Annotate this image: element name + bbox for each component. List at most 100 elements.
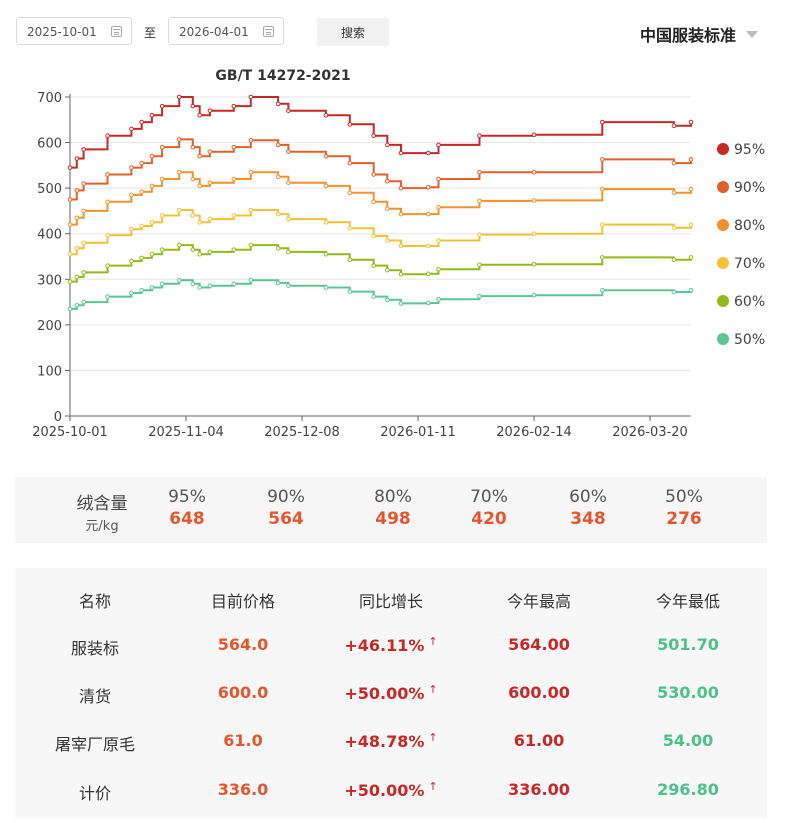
data-point[interactable]	[207, 108, 213, 113]
data-point[interactable]	[371, 294, 376, 299]
data-point[interactable]	[149, 112, 155, 118]
data-point[interactable]	[190, 176, 196, 182]
data-point[interactable]	[436, 297, 441, 302]
data-point[interactable]	[436, 204, 441, 210]
standard-select[interactable]: 中国服装标准	[640, 22, 758, 46]
data-point[interactable]	[347, 225, 353, 231]
calendar-icon[interactable]	[263, 26, 274, 37]
data-point[interactable]	[688, 255, 694, 260]
data-point[interactable]	[176, 94, 182, 100]
data-point[interactable]	[159, 144, 165, 150]
legend-label[interactable]: 50%	[734, 332, 765, 348]
legend-label[interactable]: 60%	[734, 294, 765, 310]
data-point[interactable]	[105, 133, 110, 139]
data-point[interactable]	[231, 144, 237, 150]
data-point[interactable]	[398, 271, 404, 277]
data-point[interactable]	[105, 199, 110, 205]
data-point[interactable]	[425, 243, 431, 249]
legend-marker[interactable]	[717, 219, 729, 231]
data-point[interactable]	[671, 225, 677, 231]
data-point[interactable]	[347, 160, 353, 166]
data-point[interactable]	[74, 188, 80, 193]
data-point[interactable]	[398, 301, 404, 306]
data-point[interactable]	[149, 285, 155, 290]
data-point[interactable]	[671, 257, 677, 262]
data-point[interactable]	[398, 185, 404, 191]
data-point[interactable]	[531, 169, 537, 175]
data-point[interactable]	[207, 283, 213, 288]
data-point[interactable]	[385, 238, 390, 243]
data-point[interactable]	[323, 153, 329, 159]
data-point[interactable]	[248, 169, 254, 175]
data-point[interactable]	[197, 251, 202, 257]
data-point[interactable]	[197, 183, 202, 189]
data-point[interactable]	[149, 220, 155, 225]
data-point[interactable]	[197, 112, 202, 118]
data-point[interactable]	[149, 251, 155, 257]
data-point[interactable]	[129, 226, 134, 232]
data-point[interactable]	[425, 300, 431, 306]
data-point[interactable]	[385, 142, 390, 148]
data-point[interactable]	[599, 255, 605, 260]
data-point[interactable]	[176, 207, 182, 213]
data-point[interactable]	[129, 165, 134, 170]
data-point[interactable]	[176, 242, 182, 248]
data-point[interactable]	[531, 231, 537, 237]
data-point[interactable]	[688, 287, 694, 293]
data-point[interactable]	[531, 261, 537, 267]
data-point[interactable]	[159, 281, 165, 287]
data-point[interactable]	[323, 112, 329, 118]
data-point[interactable]	[81, 147, 86, 152]
series-line-60%[interactable]	[70, 244, 692, 283]
data-point[interactable]	[139, 287, 144, 293]
data-point[interactable]	[129, 126, 134, 132]
data-point[interactable]	[425, 211, 431, 217]
data-point[interactable]	[371, 199, 376, 205]
data-point[interactable]	[477, 169, 482, 175]
data-point[interactable]	[286, 216, 291, 222]
data-point[interactable]	[531, 198, 537, 203]
data-point[interactable]	[323, 285, 329, 290]
data-point[interactable]	[688, 119, 694, 125]
data-point[interactable]	[436, 176, 441, 182]
end-date-input[interactable]: 2026-04-01	[168, 17, 284, 45]
data-point[interactable]	[671, 160, 677, 166]
data-point[interactable]	[248, 242, 254, 248]
series-line-80%[interactable]	[70, 171, 692, 226]
data-point[interactable]	[688, 186, 694, 192]
legend-marker[interactable]	[717, 143, 729, 155]
legend-label[interactable]: 70%	[734, 256, 765, 272]
data-point[interactable]	[190, 247, 196, 252]
data-point[interactable]	[159, 213, 165, 218]
data-point[interactable]	[286, 108, 291, 113]
data-point[interactable]	[207, 180, 213, 185]
data-point[interactable]	[425, 184, 431, 190]
data-point[interactable]	[248, 277, 254, 283]
data-point[interactable]	[176, 169, 182, 175]
data-point[interactable]	[231, 281, 237, 287]
data-point[interactable]	[139, 160, 144, 166]
data-point[interactable]	[599, 186, 605, 192]
data-point[interactable]	[436, 238, 441, 243]
data-point[interactable]	[74, 156, 80, 161]
data-point[interactable]	[67, 222, 73, 227]
data-point[interactable]	[105, 172, 110, 177]
data-point[interactable]	[531, 292, 537, 298]
data-point[interactable]	[477, 198, 482, 204]
data-point[interactable]	[275, 142, 281, 148]
series-line-95%[interactable]	[70, 96, 692, 169]
start-date-input[interactable]: 2025-10-01	[16, 17, 132, 45]
data-point[interactable]	[385, 179, 390, 184]
data-point[interactable]	[231, 247, 237, 252]
data-point[interactable]	[385, 206, 390, 211]
data-point[interactable]	[74, 302, 80, 308]
data-point[interactable]	[139, 255, 144, 261]
search-button[interactable]: 搜索	[317, 18, 389, 46]
series-line-50%[interactable]	[70, 279, 692, 310]
data-point[interactable]	[436, 266, 441, 272]
data-point[interactable]	[347, 289, 353, 294]
data-point[interactable]	[105, 294, 110, 299]
data-point[interactable]	[81, 270, 86, 275]
data-point[interactable]	[599, 222, 605, 227]
data-point[interactable]	[81, 208, 86, 214]
